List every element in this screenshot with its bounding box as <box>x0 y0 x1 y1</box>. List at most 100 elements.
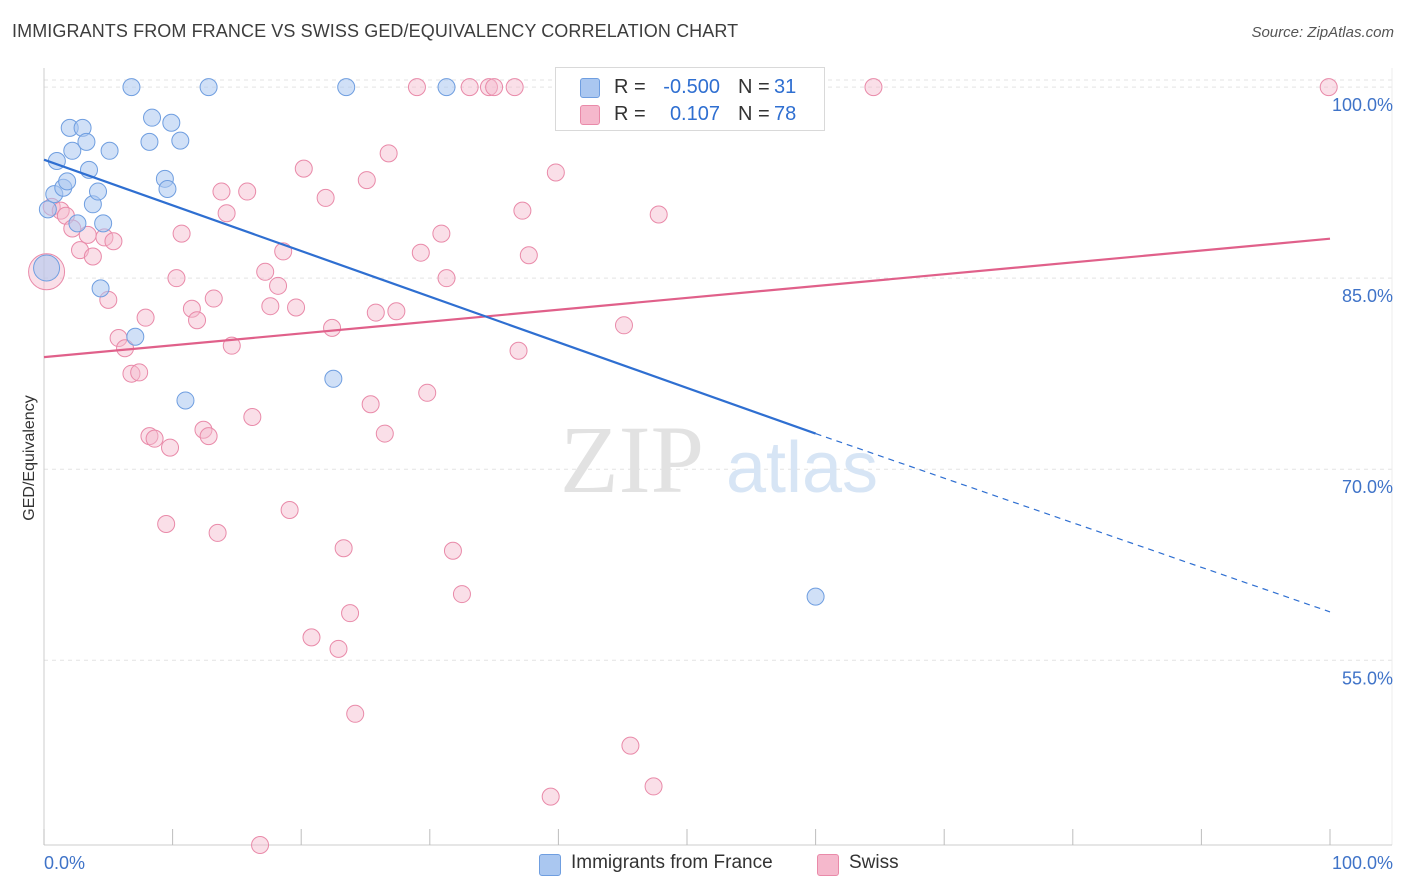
swiss-point <box>614 316 633 335</box>
swiss-point <box>217 204 236 223</box>
legend-n-value: 31 <box>774 76 797 98</box>
bottom-legend-swatch-swiss <box>817 854 839 876</box>
france-point <box>38 200 57 219</box>
swiss-point <box>346 704 365 723</box>
france-point <box>77 132 96 151</box>
swiss-point <box>188 311 207 330</box>
france-point <box>63 141 82 160</box>
tick-labels: 100.0% 85.0% 70.0% 55.0% 0.0% 100.0% <box>44 95 1393 873</box>
france-point <box>171 131 190 150</box>
france-point <box>199 78 218 97</box>
swiss-point <box>280 500 299 519</box>
swiss-point <box>509 341 528 360</box>
swiss-trend-line <box>43 237 1331 359</box>
swiss-point <box>136 308 155 327</box>
swiss-point <box>269 276 288 295</box>
swiss-point <box>519 246 538 265</box>
swiss-point <box>329 639 348 658</box>
swiss-point <box>411 243 430 262</box>
bottom-legend-swatch-france <box>539 854 561 876</box>
swiss-point <box>104 232 123 251</box>
swiss-point <box>182 299 201 318</box>
france-point <box>140 132 159 151</box>
swiss-point <box>83 247 102 266</box>
swiss-point <box>261 297 280 316</box>
france-point <box>437 78 456 97</box>
swiss-point <box>161 438 180 457</box>
legend-r-value: -0.500 <box>663 76 720 98</box>
legend-r-label: R = <box>614 76 646 98</box>
swiss-point <box>864 78 883 97</box>
chart-title: IMMIGRANTS FROM FRANCE VS SWISS GED/EQUI… <box>12 21 739 41</box>
legend-row-swiss: R = 0.107 N = 78 <box>556 101 824 127</box>
france-point <box>143 108 162 127</box>
swiss-point <box>238 182 257 201</box>
source-label: Source: ZipAtlas.com <box>1251 24 1394 41</box>
swiss-point <box>140 427 159 446</box>
legend-n-label: N = <box>738 103 770 125</box>
swiss-point <box>302 628 321 647</box>
swiss-point <box>341 604 360 623</box>
y-tick-label: 100.0% <box>1332 95 1393 115</box>
swiss-point <box>287 298 306 317</box>
swiss-point <box>418 383 437 402</box>
swiss-point <box>256 262 275 281</box>
x-tick-label: 0.0% <box>44 853 85 873</box>
stats-legend: R = -0.500 N = 31 R = 0.107 N = 78 <box>555 67 825 131</box>
legend-swatch-swiss <box>580 105 600 125</box>
bottom-legend-label-swiss: Swiss <box>849 852 899 873</box>
france-point <box>324 369 343 388</box>
legend-n-label: N = <box>738 76 770 98</box>
swiss-point <box>145 429 164 448</box>
france-point <box>89 182 108 201</box>
swiss-point <box>334 539 353 558</box>
swiss-point <box>323 318 342 337</box>
france-point <box>162 113 181 132</box>
swiss-point <box>208 523 227 542</box>
france-point <box>68 214 87 233</box>
y-tick-label: 55.0% <box>1342 668 1393 688</box>
swiss-point <box>199 427 218 446</box>
y-tick-label: 85.0% <box>1342 286 1393 306</box>
swiss-point <box>366 303 385 322</box>
swiss-point <box>644 777 663 796</box>
swiss-point <box>243 408 262 427</box>
swiss-point <box>460 78 479 97</box>
france-point <box>91 279 110 298</box>
swiss-point <box>437 269 456 288</box>
swiss-point <box>443 541 462 560</box>
bottom-legend-label-france: Immigrants from France <box>571 852 773 873</box>
swiss-point <box>316 188 335 207</box>
swiss-point <box>379 144 398 163</box>
swiss-point <box>130 363 149 382</box>
swiss-point <box>122 364 141 383</box>
france-point <box>58 172 77 191</box>
swiss-point <box>204 289 223 308</box>
france-point <box>122 78 141 97</box>
legend-swatch-france <box>580 78 600 98</box>
swiss-point <box>357 171 376 190</box>
swiss-point <box>172 224 191 243</box>
france-point <box>176 391 195 410</box>
swiss-point <box>479 78 498 97</box>
france-points <box>33 78 825 606</box>
swiss-point <box>361 395 380 414</box>
swiss-point <box>513 201 532 220</box>
swiss-point <box>1319 78 1338 97</box>
france-point <box>337 78 356 97</box>
swiss-point <box>387 302 406 321</box>
swiss-point <box>546 163 565 182</box>
swiss-point <box>505 78 524 97</box>
swiss-point <box>167 269 186 288</box>
france-point <box>33 254 61 282</box>
swiss-point <box>407 78 426 97</box>
swiss-point <box>485 78 504 97</box>
france-point <box>94 214 113 233</box>
swiss-point <box>157 515 176 534</box>
swiss-point <box>212 182 231 201</box>
trend-lines <box>43 158 1331 613</box>
france-trend-extension <box>815 433 1331 613</box>
swiss-point <box>541 787 560 806</box>
france-point <box>126 327 145 346</box>
